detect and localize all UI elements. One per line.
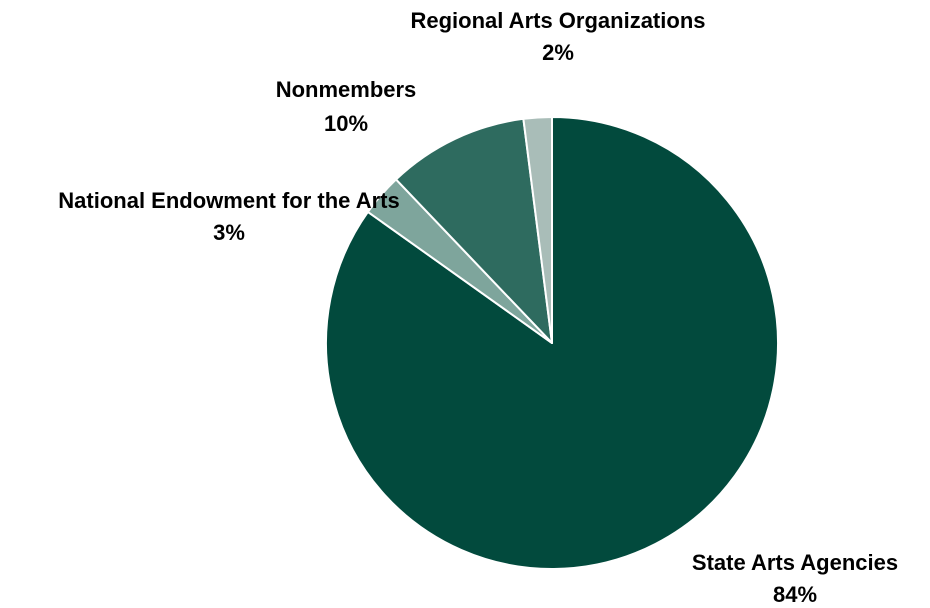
value-label-national-endowment-for-the-arts: 3% — [213, 220, 245, 245]
pie-slices — [325, 116, 779, 570]
label-state-arts-agencies: State Arts Agencies — [692, 550, 898, 575]
value-label-state-arts-agencies: 84% — [773, 582, 817, 607]
label-regional-arts-organizations: Regional Arts Organizations — [410, 8, 705, 33]
pie-labels: State Arts Agencies 84% National Endowment… — [58, 8, 898, 607]
value-label-regional-arts-organizations: 2% — [542, 40, 574, 65]
label-national-endowment-for-the-arts: National Endowment for the Arts — [58, 188, 399, 213]
value-label-nonmembers: 10% — [324, 111, 368, 136]
label-nonmembers: Nonmembers — [276, 77, 417, 102]
slice-nonmembers — [395, 117, 553, 344]
slice-regional-arts-organizations — [522, 116, 553, 344]
